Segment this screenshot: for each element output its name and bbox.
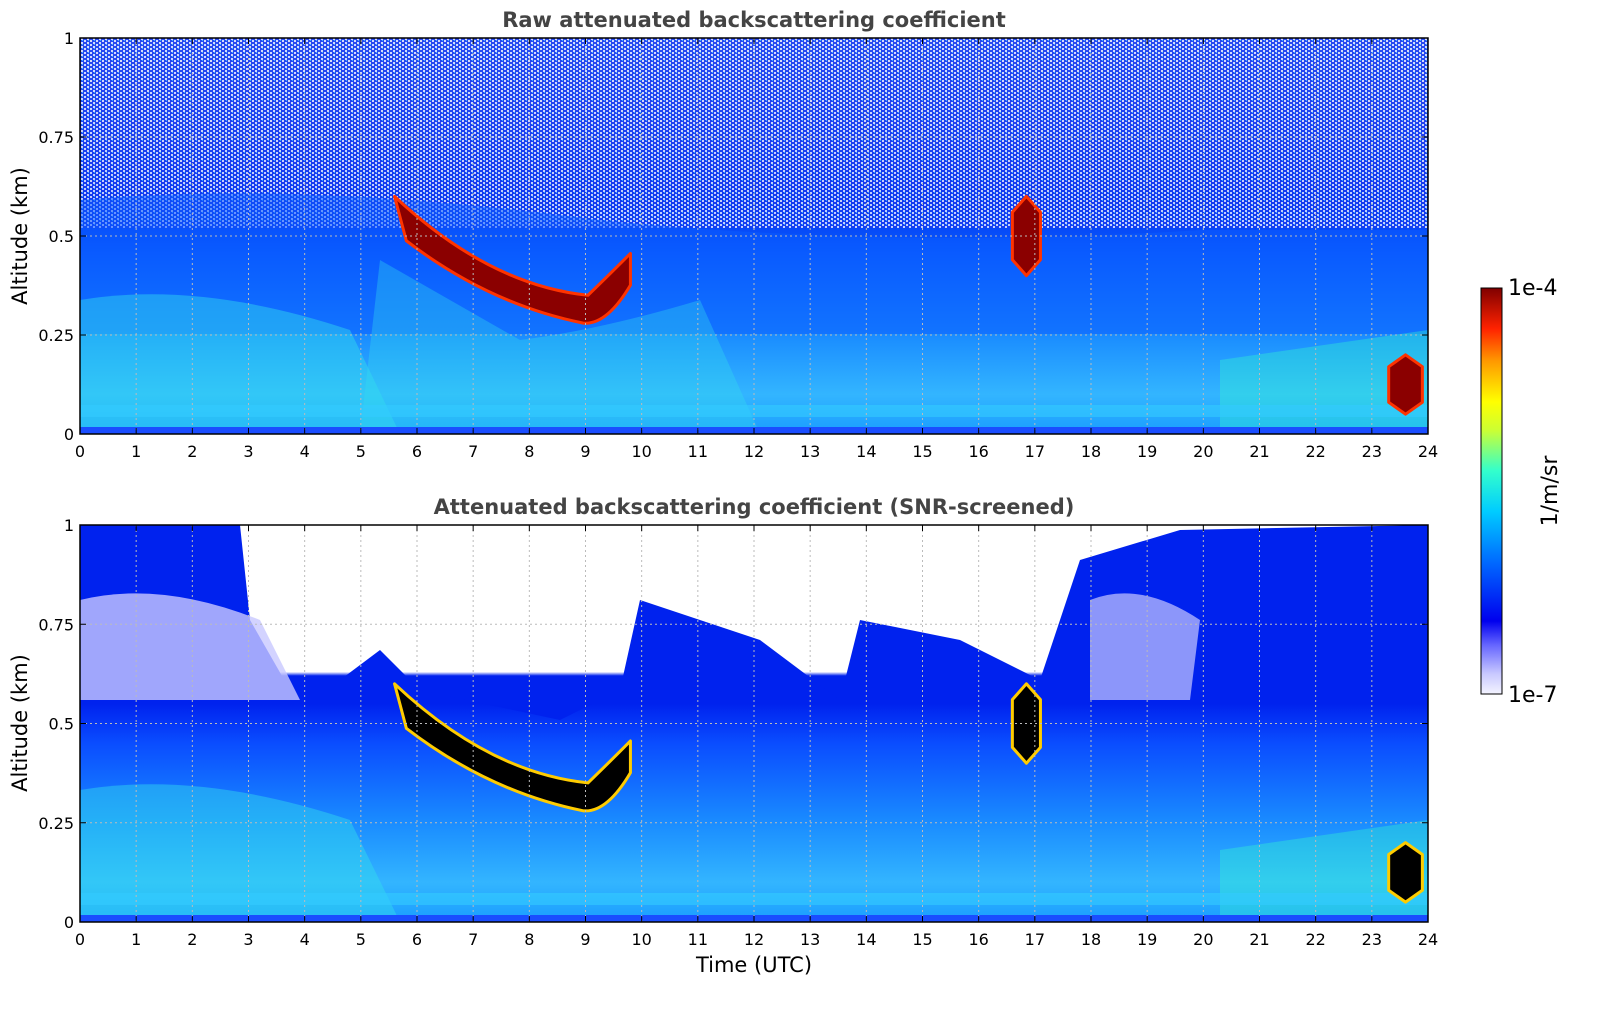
cloud-layer-group	[393, 194, 1424, 416]
x-tick-label: 8	[524, 930, 534, 949]
colorbar-unit-label: 1/m/sr	[1538, 455, 1563, 527]
x-tick-label: 0	[75, 930, 85, 949]
x-tick-label: 18	[1081, 442, 1101, 461]
x-tick-label: 13	[800, 930, 820, 949]
near-ground-band	[80, 893, 1428, 905]
x-tick-label: 0	[75, 442, 85, 461]
x-tick-label: 24	[1418, 442, 1438, 461]
y-tick-label: 0	[64, 425, 74, 444]
x-tick-label: 12	[744, 442, 764, 461]
x-tick-label: 4	[300, 442, 310, 461]
x-tick-label: 21	[1249, 442, 1269, 461]
cloud-layer	[1387, 353, 1424, 416]
x-tick-label: 17	[1025, 442, 1045, 461]
x-tick-label: 3	[243, 930, 253, 949]
cloud-layer	[393, 194, 632, 325]
x-tick-label: 13	[800, 442, 820, 461]
aerosol-plume	[360, 260, 760, 434]
colorbar: 1e-4 1e-7 1/m/sr	[1480, 276, 1563, 708]
x-tick-label: 5	[356, 442, 366, 461]
x-tick-label: 20	[1193, 442, 1213, 461]
x-tick-label: 1	[131, 930, 141, 949]
low-signal-region	[80, 593, 300, 700]
x-tick-label: 6	[412, 442, 422, 461]
x-tick-label: 5	[356, 930, 366, 949]
x-tick-label: 14	[856, 930, 876, 949]
x-tick-label: 15	[912, 930, 932, 949]
x-tick-label: 11	[688, 442, 708, 461]
colorbar-scale	[1480, 287, 1503, 695]
colorbar-min-label: 1e-7	[1508, 683, 1557, 708]
x-axis-label: Time (UTC)	[695, 953, 812, 977]
x-tick-label: 7	[468, 930, 478, 949]
x-axis: 0 1 2 3 4 5 6 7 8 9 10 11 12 13 14 15 16 17 18 19 20 21 22 23 24	[75, 38, 1438, 461]
x-tick-label: 2	[187, 442, 197, 461]
x-tick-label: 2	[187, 930, 197, 949]
y-axis-label: Altitude (km)	[8, 167, 32, 305]
cloud-layer	[393, 682, 632, 813]
y-tick-label: 0.5	[49, 227, 74, 246]
x-tick-label: 16	[968, 930, 988, 949]
y-tick-label: 0.75	[38, 128, 74, 147]
x-tick-label: 22	[1305, 442, 1325, 461]
x-tick-label: 16	[968, 442, 988, 461]
x-tick-label: 8	[524, 442, 534, 461]
y-tick-label: 0	[64, 913, 74, 932]
raw-backscatter-panel: Raw attenuated backscattering coefficien…	[8, 8, 1438, 461]
x-tick-label: 23	[1362, 442, 1382, 461]
x-tick-label: 20	[1193, 930, 1213, 949]
y-axis-label: Altitude (km)	[8, 654, 32, 792]
aerosol-plume	[80, 784, 400, 922]
grid	[80, 525, 1428, 922]
y-axis: 0 0.25 0.5 0.75 1	[38, 29, 1428, 444]
x-tick-label: 6	[412, 930, 422, 949]
x-tick-label: 19	[1137, 930, 1157, 949]
x-tick-label: 18	[1081, 930, 1101, 949]
x-tick-label: 23	[1362, 930, 1382, 949]
x-tick-label: 11	[688, 930, 708, 949]
low-signal-region	[1090, 593, 1200, 700]
colorbar-max-label: 1e-4	[1508, 276, 1557, 301]
y-tick-label: 0.75	[38, 615, 74, 634]
snr-screened-panel: Attenuated backscattering coefficient (S…	[8, 495, 1438, 977]
x-tick-label: 7	[468, 442, 478, 461]
x-tick-label: 17	[1025, 930, 1045, 949]
near-ground-band	[80, 405, 1428, 417]
cloud-layer	[1387, 841, 1424, 904]
x-tick-label: 9	[580, 442, 590, 461]
x-tick-label: 4	[300, 930, 310, 949]
x-tick-label: 24	[1418, 930, 1438, 949]
x-tick-label: 9	[580, 930, 590, 949]
x-tick-label: 15	[912, 442, 932, 461]
y-tick-label: 0.25	[38, 326, 74, 345]
aerosol-plume	[80, 294, 400, 434]
y-tick-label: 0.5	[49, 715, 74, 734]
y-tick-label: 0.25	[38, 814, 74, 833]
x-tick-label: 1	[131, 442, 141, 461]
panel-title: Attenuated backscattering coefficient (S…	[434, 495, 1075, 519]
x-tick-label: 10	[631, 442, 651, 461]
x-tick-label: 21	[1249, 930, 1269, 949]
x-tick-label: 3	[243, 442, 253, 461]
x-tick-label: 14	[856, 442, 876, 461]
x-axis: 0 1 2 3 4 5 6 7 8 9 10 11 12 13 14 15 16 17 18 19 20 21 22 23 24	[75, 525, 1438, 949]
x-tick-label: 10	[631, 930, 651, 949]
grid	[80, 38, 1428, 434]
y-tick-label: 1	[64, 516, 74, 535]
x-tick-label: 22	[1305, 930, 1325, 949]
panel-title: Raw attenuated backscattering coefficien…	[502, 8, 1006, 32]
y-axis: 0 0.25 0.5 0.75 1	[38, 516, 1428, 932]
x-tick-label: 12	[744, 930, 764, 949]
y-tick-label: 1	[64, 29, 74, 48]
x-tick-label: 19	[1137, 442, 1157, 461]
